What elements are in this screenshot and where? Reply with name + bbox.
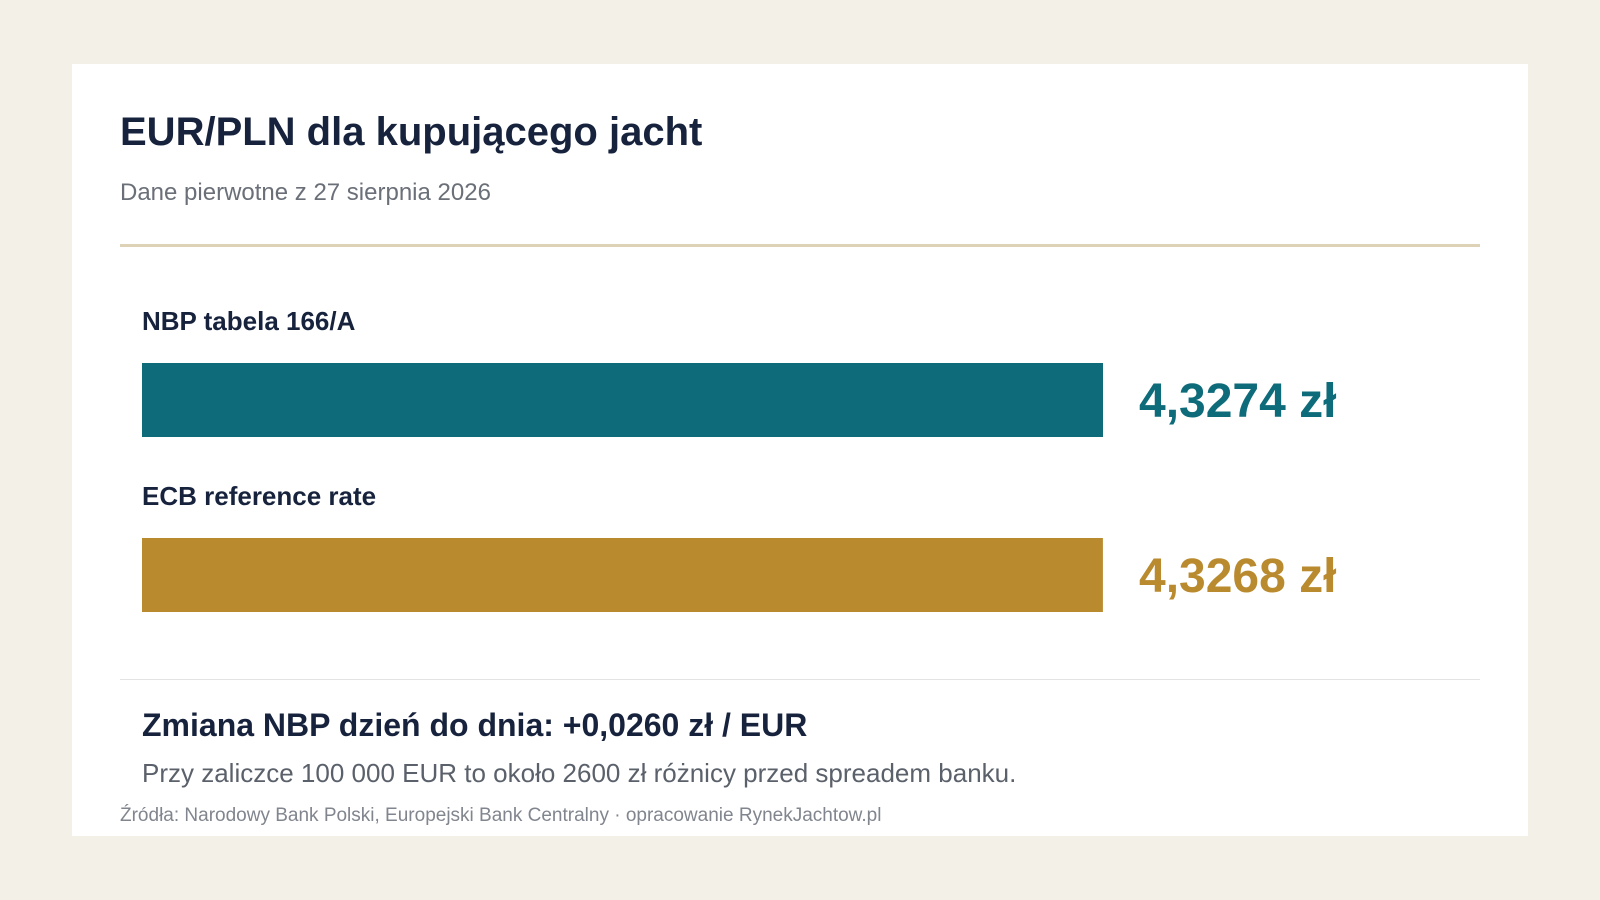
daily-change: Zmiana NBP dzień do dnia: +0,0260 zł / E… [142,707,808,743]
bar-value-label: 4,3268 zł [1139,550,1336,603]
category-label: ECB reference rate [142,481,376,511]
advance-payment-note: Przy zaliczce 100 000 EUR to około 2600 … [142,758,1017,788]
bar-chart: NBP tabela 166/A 4,3274 zł ECB reference r… [142,306,1336,612]
bar-value-label: 4,3274 zł [1139,375,1336,428]
chart-subtitle: Dane pierwotne z 27 sierpnia 2026 [120,179,491,206]
bar [142,538,1103,612]
bar [142,363,1103,437]
footer-divider [120,679,1480,680]
chart-title: EUR/PLN dla kupującego jacht [120,110,703,154]
source-line: Źródła: Narodowy Bank Polski, Europejski… [120,805,882,826]
category-label: NBP tabela 166/A [142,306,356,336]
header-divider [120,244,1480,247]
chart-card: EUR/PLN dla kupującego jacht Dane pierwo… [72,64,1528,836]
